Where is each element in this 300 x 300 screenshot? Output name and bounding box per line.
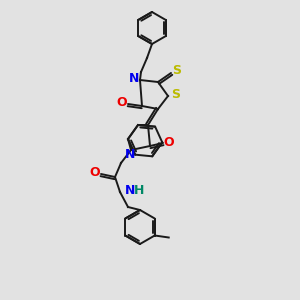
Text: N: N [129, 71, 139, 85]
Text: O: O [117, 97, 127, 110]
Text: H: H [134, 184, 144, 197]
Text: O: O [90, 166, 100, 178]
Text: S: S [172, 88, 181, 101]
Text: S: S [172, 64, 182, 76]
Text: N: N [125, 148, 135, 161]
Text: O: O [164, 136, 174, 148]
Text: N: N [125, 184, 135, 197]
